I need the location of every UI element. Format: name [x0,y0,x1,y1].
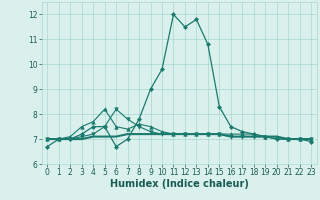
X-axis label: Humidex (Indice chaleur): Humidex (Indice chaleur) [110,179,249,189]
